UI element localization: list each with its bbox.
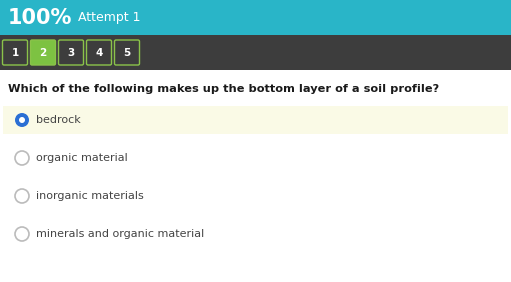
Text: 4: 4 [96,47,103,58]
Circle shape [19,117,25,123]
Text: inorganic materials: inorganic materials [36,191,144,201]
FancyBboxPatch shape [31,40,56,65]
Text: organic material: organic material [36,153,128,163]
Circle shape [15,151,29,165]
Circle shape [15,227,29,241]
Circle shape [15,189,29,203]
Text: 100%: 100% [8,8,73,28]
FancyBboxPatch shape [86,40,111,65]
Bar [0,35,511,70]
Circle shape [15,113,29,127]
FancyBboxPatch shape [114,40,140,65]
FancyBboxPatch shape [58,40,83,65]
Text: bedrock: bedrock [36,115,81,125]
Text: 1: 1 [11,47,18,58]
Text: Which of the following makes up the bottom layer of a soil profile?: Which of the following makes up the bott… [8,84,439,94]
Bar [3,106,508,134]
Text: minerals and organic material: minerals and organic material [36,229,204,239]
Text: Attempt 1: Attempt 1 [78,11,141,24]
Text: 5: 5 [123,47,131,58]
Text: 2: 2 [39,47,47,58]
Bar [0,0,511,35]
Text: 3: 3 [67,47,75,58]
FancyBboxPatch shape [3,40,28,65]
